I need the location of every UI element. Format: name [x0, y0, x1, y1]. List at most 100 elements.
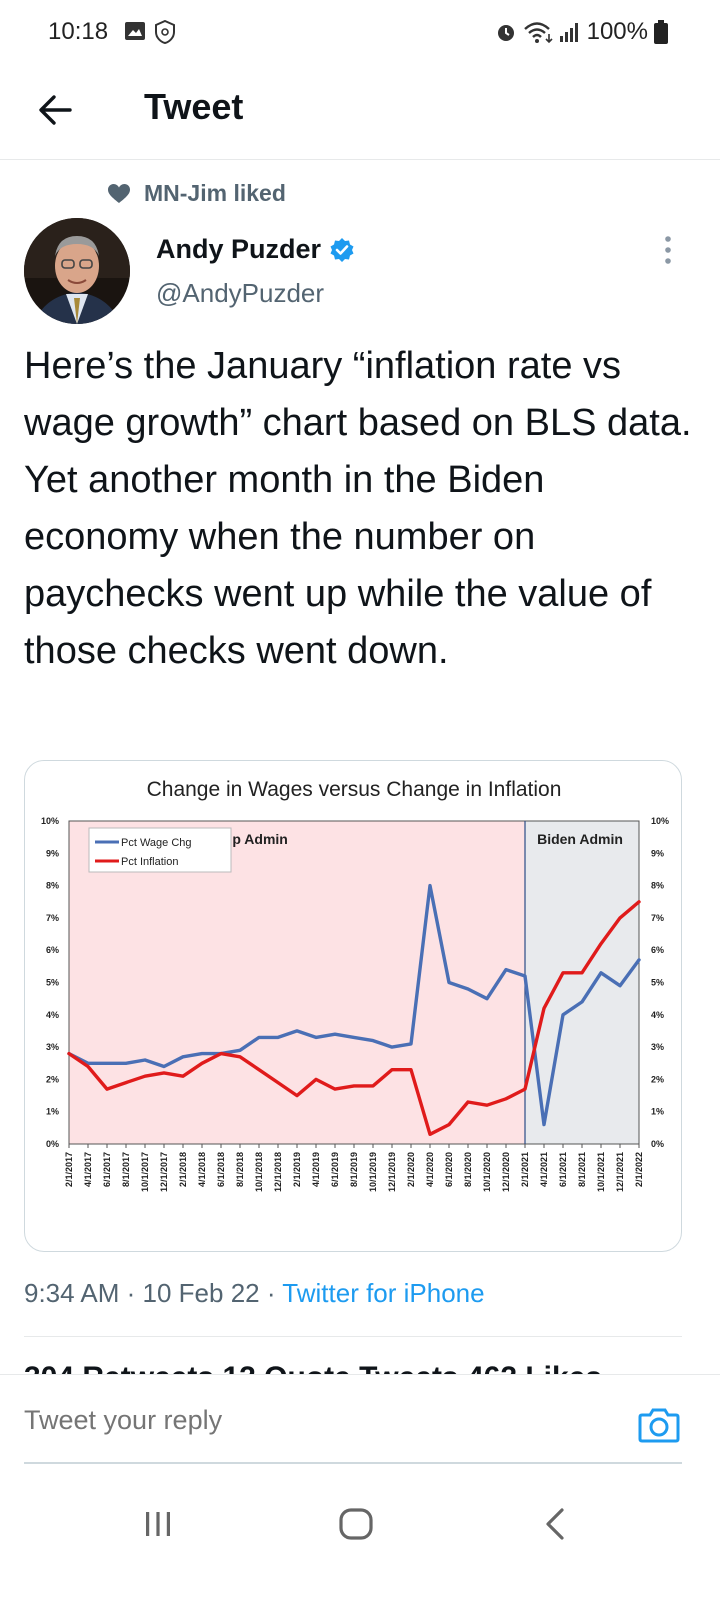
x-tick-label: 4/1/2021	[539, 1152, 549, 1187]
x-tick-label: 4/1/2019	[311, 1152, 321, 1187]
tweet-image-chart[interactable]: Trump Admin Biden Admin Change in Wages ve…	[24, 760, 682, 1252]
y-tick-label-left: 0%	[46, 1139, 59, 1149]
x-tick-label: 12/1/2020	[501, 1152, 511, 1192]
engagement-stats[interactable]: 304 Retweets 12 Quote Tweets 462 Likes	[24, 1358, 704, 1374]
legend-entry: Pct Inflation	[121, 856, 178, 868]
y-tick-label-left: 1%	[46, 1107, 59, 1117]
tweet-source-link[interactable]: Twitter for iPhone	[282, 1278, 485, 1308]
y-tick-label-right: 9%	[651, 848, 664, 858]
signal-icon	[559, 23, 578, 42]
y-tick-label-right: 6%	[651, 945, 664, 955]
status-bar: 10:18 100%	[0, 0, 720, 64]
x-tick-label: 6/1/2019	[330, 1152, 340, 1187]
y-tick-label-right: 0%	[651, 1139, 664, 1149]
system-nav-bar	[0, 1480, 720, 1600]
y-tick-label-right: 1%	[651, 1107, 664, 1117]
divider	[24, 1336, 682, 1337]
y-tick-label-left: 8%	[46, 881, 59, 891]
x-tick-label: 10/1/2020	[482, 1152, 492, 1192]
x-tick-label: 10/1/2021	[596, 1152, 606, 1192]
social-context-label: MN-Jim liked	[144, 180, 286, 206]
author-handle[interactable]: @AndyPuzder	[156, 278, 325, 308]
x-tick-label: 8/1/2019	[349, 1152, 359, 1187]
tweet-time: 9:34 AM	[24, 1278, 120, 1308]
x-tick-label: 12/1/2017	[159, 1152, 169, 1192]
chart-title: Change in Wages versus Change in Inflati…	[147, 778, 562, 801]
x-tick-label: 6/1/2017	[102, 1152, 112, 1187]
y-tick-label-left: 6%	[46, 945, 59, 955]
camera-icon[interactable]	[638, 1405, 680, 1443]
x-tick-label: 12/1/2019	[387, 1152, 397, 1192]
meta-separator: ·	[126, 1278, 143, 1308]
x-tick-label: 2/1/2018	[178, 1152, 188, 1187]
back-icon[interactable]	[536, 1504, 576, 1544]
verified-badge-icon	[330, 237, 354, 262]
heart-icon	[108, 183, 130, 203]
y-tick-label-left: 9%	[46, 848, 59, 858]
tweet-header: Tweet	[0, 70, 720, 160]
x-tick-label: 12/1/2021	[615, 1152, 625, 1192]
series-line	[67, 900, 641, 1136]
meta-separator: ·	[266, 1278, 283, 1308]
author-name-text: Andy Puzder	[156, 234, 322, 264]
page-title: Tweet	[144, 86, 244, 127]
avatar-image	[24, 218, 130, 324]
more-options-icon[interactable]	[656, 234, 680, 266]
x-tick-label: 8/1/2018	[235, 1152, 245, 1187]
y-tick-label-right: 4%	[651, 1010, 664, 1020]
y-tick-label-left: 3%	[46, 1042, 59, 1052]
x-tick-label: 8/1/2021	[577, 1152, 587, 1187]
x-tick-label: 2/1/2021	[520, 1152, 530, 1187]
x-tick-label: 10/1/2017	[140, 1152, 150, 1192]
x-tick-label: 8/1/2020	[463, 1152, 473, 1187]
x-tick-label: 12/1/2018	[273, 1152, 283, 1192]
x-tick-label: 6/1/2018	[216, 1152, 226, 1187]
x-tick-label: 4/1/2018	[197, 1152, 207, 1187]
reply-underline	[24, 1462, 682, 1464]
x-tick-label: 2/1/2019	[292, 1152, 302, 1187]
y-tick-label-left: 7%	[46, 913, 59, 923]
y-tick-label-right: 2%	[651, 1074, 664, 1084]
y-tick-label-left: 10%	[41, 816, 59, 826]
wifi-icon	[523, 22, 553, 44]
back-arrow-icon[interactable]	[34, 88, 78, 132]
tweet-text: Here’s the January “inflation rate vs wa…	[24, 345, 692, 672]
x-tick-label: 4/1/2017	[83, 1152, 93, 1187]
tweet-meta: 9:34 AM · 10 Feb 22 · Twitter for iPhone	[24, 1278, 485, 1309]
author-name[interactable]: Andy Puzder	[156, 234, 355, 265]
battery-icon	[654, 20, 668, 44]
y-tick-label-right: 3%	[651, 1042, 664, 1052]
y-tick-label-left: 2%	[46, 1074, 59, 1084]
y-tick-label-right: 5%	[651, 978, 664, 988]
engagement-stats-text: 304 Retweets 12 Quote Tweets 462 Likes	[24, 1358, 704, 1374]
alarm-icon	[497, 25, 514, 41]
y-tick-label-right: 10%	[651, 816, 669, 826]
status-time: 10:18	[48, 18, 109, 45]
series-line	[67, 883, 641, 1127]
x-tick-label: 10/1/2019	[368, 1152, 378, 1192]
gallery-icon	[125, 22, 145, 40]
y-tick-label-right: 8%	[651, 881, 664, 891]
y-tick-label-left: 5%	[46, 978, 59, 988]
legend-entry: Pct Wage Chg	[121, 837, 192, 849]
recent-apps-icon[interactable]	[138, 1504, 178, 1544]
x-tick-label: 2/1/2020	[406, 1152, 416, 1187]
y-tick-label-right: 7%	[651, 913, 664, 923]
home-icon[interactable]	[336, 1504, 376, 1544]
chart-region	[525, 821, 639, 1144]
social-context[interactable]: MN-Jim liked	[108, 180, 286, 207]
avatar[interactable]	[24, 218, 130, 324]
x-tick-label: 6/1/2021	[558, 1152, 568, 1187]
legend	[88, 827, 232, 873]
battery-percent: 100%	[586, 18, 648, 45]
x-tick-label: 8/1/2017	[121, 1152, 131, 1187]
x-tick-label: 2/1/2022	[634, 1152, 644, 1187]
x-tick-label: 4/1/2020	[425, 1152, 435, 1187]
reply-input[interactable]	[24, 1405, 584, 1436]
shield-icon	[155, 20, 175, 44]
y-tick-label-left: 4%	[46, 1010, 59, 1020]
x-tick-label: 10/1/2018	[254, 1152, 264, 1192]
x-tick-label: 6/1/2020	[444, 1152, 454, 1187]
region-label: Biden Admin	[537, 831, 623, 847]
